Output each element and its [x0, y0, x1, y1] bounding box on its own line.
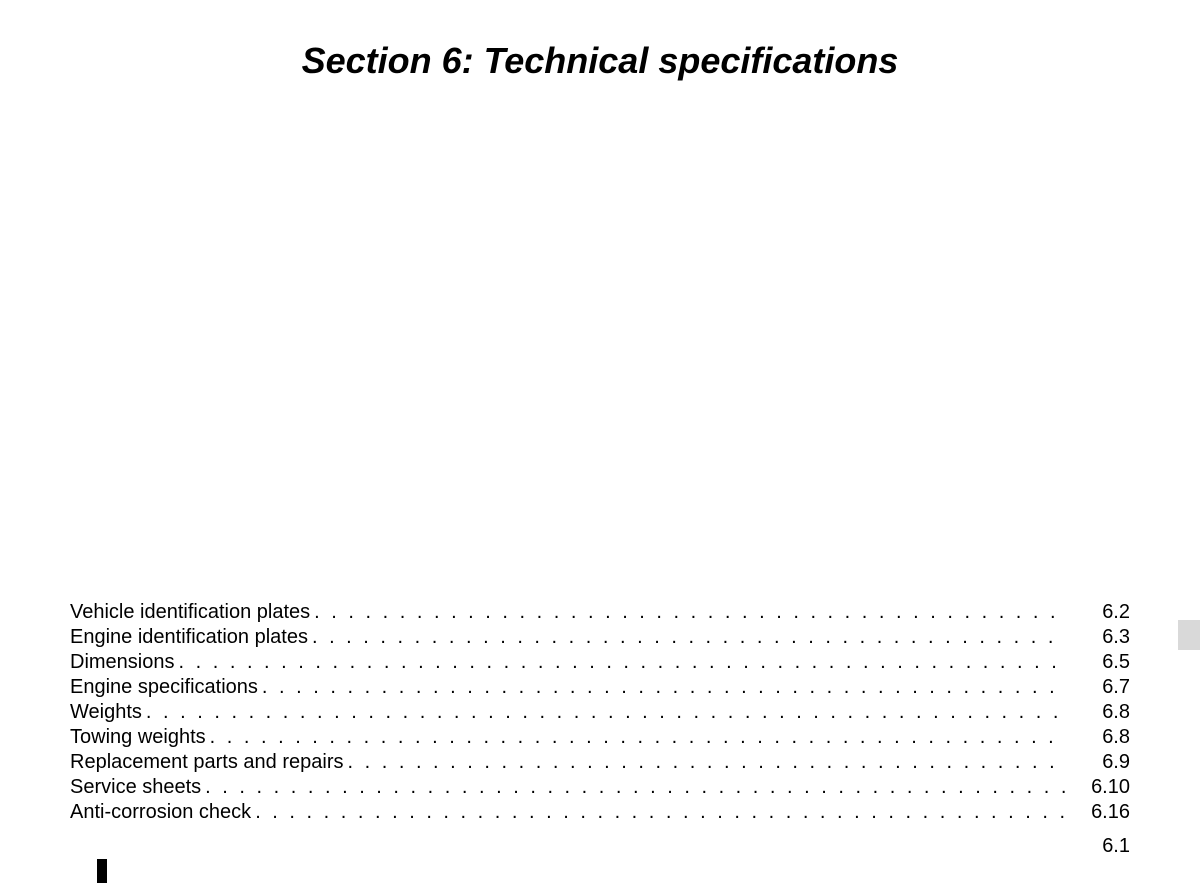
toc-entry-label: Anti-corrosion check	[70, 800, 251, 825]
page-number: 6.1	[1102, 835, 1130, 858]
toc-entry-label: Service sheets	[70, 775, 201, 800]
toc-entry-page: 6.16	[1070, 800, 1130, 825]
toc-entry: Anti-corrosion check . . . . . . . . . .…	[70, 800, 1130, 825]
toc-entry-label: Weights	[70, 700, 142, 725]
toc-entry-page: 6.9	[1070, 750, 1130, 775]
toc-dot-leader: . . . . . . . . . . . . . . . . . . . . …	[146, 700, 1066, 725]
section-title: Section 6: Technical specifications	[0, 40, 1200, 82]
toc-entry-label: Engine identification plates	[70, 625, 308, 650]
toc-entry-page: 6.3	[1070, 625, 1130, 650]
toc-dot-leader: . . . . . . . . . . . . . . . . . . . . …	[347, 750, 1066, 775]
toc-entry: Replacement parts and repairs . . . . . …	[70, 750, 1130, 775]
side-tab-marker	[1178, 620, 1200, 650]
toc-entry: Dimensions . . . . . . . . . . . . . . .…	[70, 650, 1130, 675]
toc-entry: Engine identification plates . . . . . .…	[70, 625, 1130, 650]
toc-entry-label: Engine specifications	[70, 675, 258, 700]
bottom-register-mark	[97, 859, 107, 883]
toc-entry-label: Vehicle identification plates	[70, 600, 310, 625]
toc-entry-page: 6.7	[1070, 675, 1130, 700]
table-of-contents: Vehicle identification plates . . . . . …	[70, 600, 1130, 825]
toc-dot-leader: . . . . . . . . . . . . . . . . . . . . …	[255, 800, 1066, 825]
toc-dot-leader: . . . . . . . . . . . . . . . . . . . . …	[205, 775, 1066, 800]
toc-entry-label: Dimensions	[70, 650, 174, 675]
toc-entry-page: 6.8	[1070, 725, 1130, 750]
toc-entry: Weights . . . . . . . . . . . . . . . . …	[70, 700, 1130, 725]
toc-entry: Service sheets . . . . . . . . . . . . .…	[70, 775, 1130, 800]
toc-dot-leader: . . . . . . . . . . . . . . . . . . . . …	[312, 625, 1066, 650]
toc-entry-page: 6.10	[1070, 775, 1130, 800]
toc-entry-label: Towing weights	[70, 725, 206, 750]
toc-entry: Vehicle identification plates . . . . . …	[70, 600, 1130, 625]
toc-entry-page: 6.2	[1070, 600, 1130, 625]
toc-entry-label: Replacement parts and repairs	[70, 750, 343, 775]
document-page: Section 6: Technical specifications Vehi…	[0, 0, 1200, 888]
toc-dot-leader: . . . . . . . . . . . . . . . . . . . . …	[262, 675, 1066, 700]
toc-entry: Engine specifications . . . . . . . . . …	[70, 675, 1130, 700]
toc-entry-page: 6.8	[1070, 700, 1130, 725]
toc-entry-page: 6.5	[1070, 650, 1130, 675]
toc-dot-leader: . . . . . . . . . . . . . . . . . . . . …	[178, 650, 1066, 675]
toc-dot-leader: . . . . . . . . . . . . . . . . . . . . …	[210, 725, 1066, 750]
toc-dot-leader: . . . . . . . . . . . . . . . . . . . . …	[314, 600, 1066, 625]
toc-entry: Towing weights . . . . . . . . . . . . .…	[70, 725, 1130, 750]
